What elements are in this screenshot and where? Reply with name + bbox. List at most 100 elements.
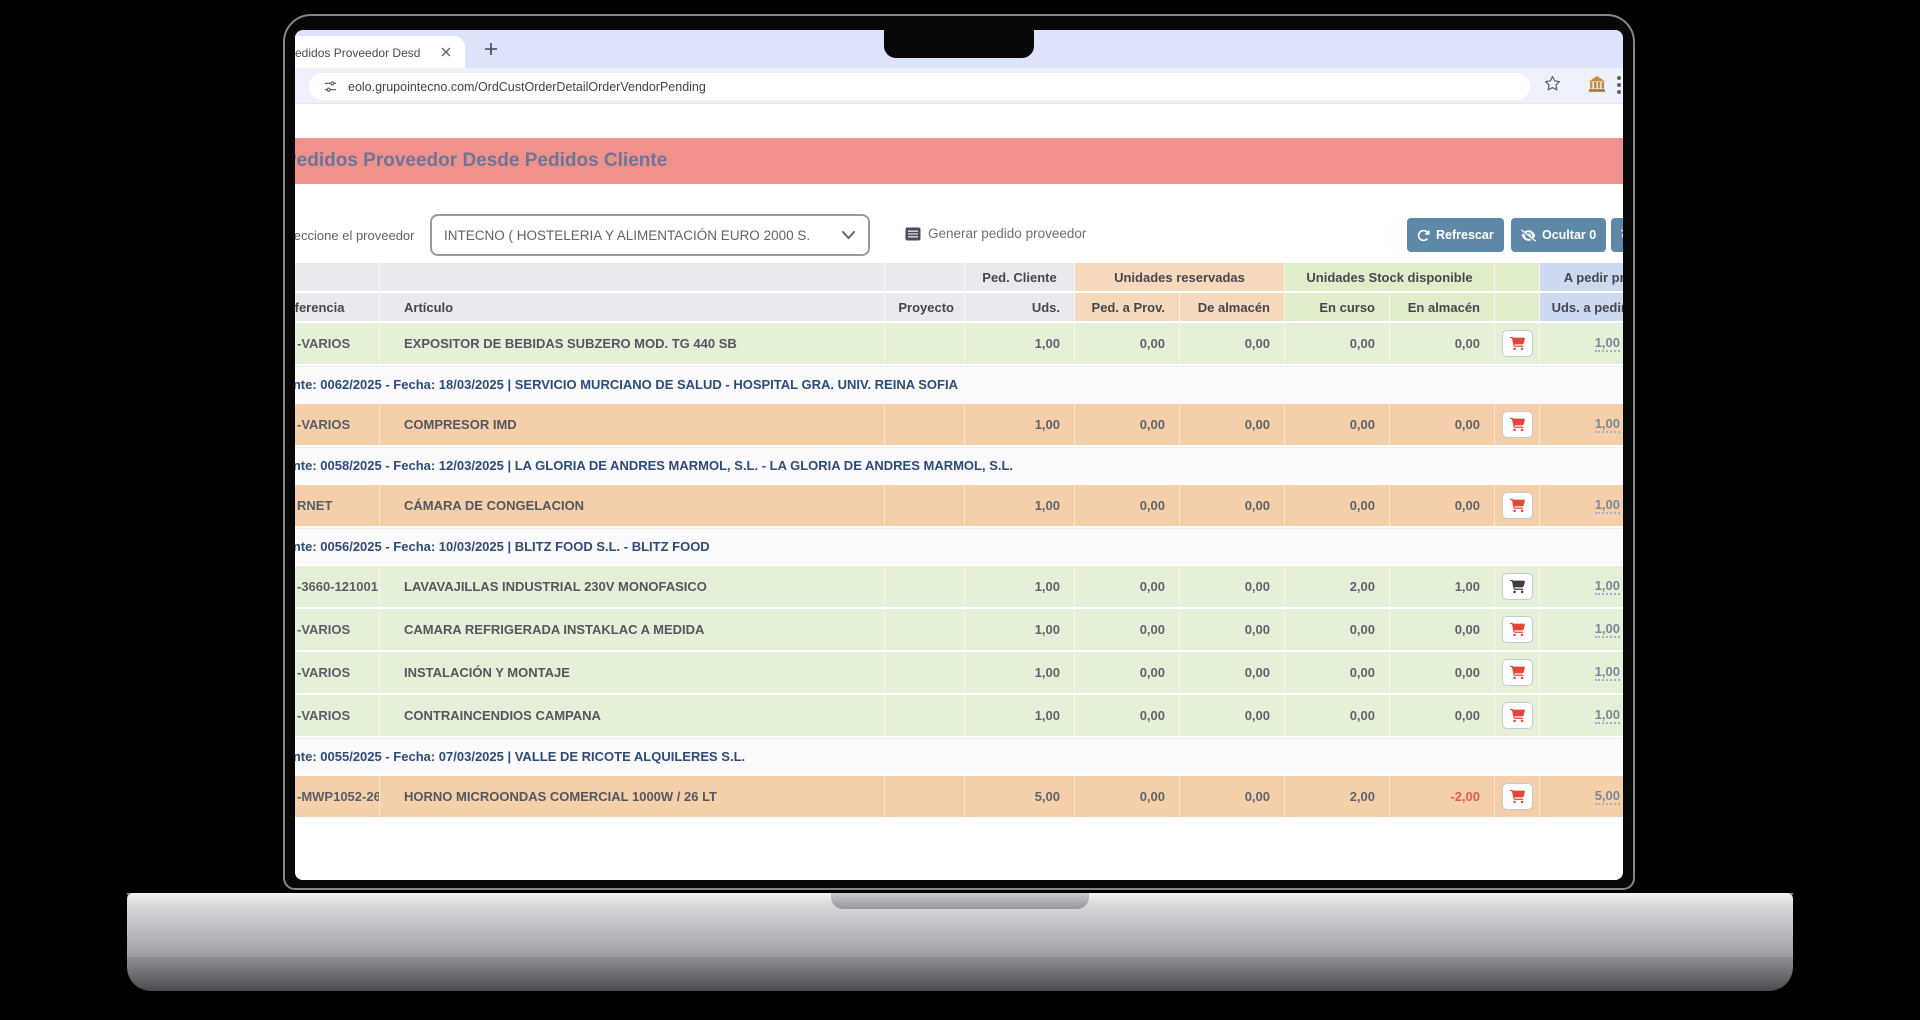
- refresh-icon: [1417, 229, 1430, 242]
- cell-proyecto: [885, 776, 965, 817]
- extension-bank-icon[interactable]: [1587, 75, 1607, 93]
- cart-icon: [1510, 579, 1525, 594]
- add-to-cart-button[interactable]: [1501, 659, 1533, 686]
- cell-uds: 1,00: [965, 485, 1075, 526]
- cell-en-curso: 2,00: [1285, 566, 1390, 607]
- cell-en-almacen: 0,00: [1390, 485, 1495, 526]
- add-to-cart-button[interactable]: [1501, 616, 1533, 643]
- order-group-caption: Cliente: 0062/2025 - Fecha: 18/03/2025 |…: [295, 377, 958, 392]
- order-group-caption: Cliente: 0055/2025 - Fecha: 07/03/2025 |…: [295, 749, 746, 764]
- group-header-a-pedir: A pedir proveedor: [1540, 263, 1623, 291]
- browser-menu-icon[interactable]: [1617, 76, 1621, 94]
- browser-toolbar: eolo.grupointecno.com/OrdCustOrderDetail…: [295, 68, 1623, 104]
- table-column-header-row: Referencia Artículo Proyecto Uds. Ped. a…: [295, 293, 1623, 323]
- hide-zero-button[interactable]: Ocultar 0: [1511, 218, 1607, 252]
- cell-uds-a-pedir: 1,00: [1540, 652, 1623, 693]
- uds-a-pedir-value[interactable]: 1,00: [1594, 621, 1620, 639]
- col-header-de-almacen: De almacén: [1180, 293, 1285, 321]
- cell-articulo: CAMARA REFRIGERADA INSTAKLAC A MEDIDA: [380, 609, 885, 650]
- url-text[interactable]: eolo.grupointecno.com/OrdCustOrderDetail…: [348, 79, 706, 94]
- col-header-en-curso: En curso: [1285, 293, 1390, 321]
- tune-icon[interactable]: [323, 79, 338, 94]
- cell-referencia: -VARIOS: [295, 404, 380, 445]
- form-list-icon: [905, 227, 921, 240]
- table-row: -3660-121001 LAVAVAJILLAS INDUSTRIAL 230…: [295, 566, 1623, 609]
- provider-selected-value: INTECNO ( HOSTELERIA Y ALIMENTACIÓN EURO…: [444, 227, 811, 243]
- cell-uds-a-pedir: 1,00: [1540, 485, 1623, 526]
- cart-icon: [1510, 665, 1525, 680]
- cell-uds: 1,00: [965, 323, 1075, 364]
- cell-en-curso: 0,00: [1285, 323, 1390, 364]
- uds-a-pedir-value[interactable]: 1,00: [1594, 497, 1620, 515]
- uds-a-pedir-value[interactable]: 5,00: [1594, 788, 1620, 806]
- add-to-cart-button[interactable]: [1501, 783, 1533, 810]
- cell-proyecto: [885, 404, 965, 445]
- cell-de-almacen: 0,00: [1180, 695, 1285, 736]
- uds-a-pedir-value[interactable]: 1,00: [1594, 335, 1620, 353]
- cart-icon: [1510, 336, 1525, 351]
- group-header-unidades-reservadas: Unidades reservadas: [1075, 263, 1285, 291]
- order-group-row: Cliente: 0058/2025 - Fecha: 12/03/2025 |…: [295, 447, 1623, 485]
- laptop-screen: Pedidos Proveedor Desd eolo.grupointecno…: [295, 30, 1623, 880]
- cell-de-almacen: 0,00: [1180, 776, 1285, 817]
- cell-articulo: HORNO MICROONDAS COMERCIAL 1000W / 26 LT: [380, 776, 885, 817]
- cell-uds: 1,00: [965, 404, 1075, 445]
- order-group-row: Cliente: 0055/2025 - Fecha: 07/03/2025 |…: [295, 738, 1623, 776]
- table-row: -VARIOS INSTALACIÓN Y MONTAJE 1,00 0,00 …: [295, 652, 1623, 695]
- tab-close-icon[interactable]: [440, 46, 452, 58]
- cell-cart: [1495, 323, 1540, 364]
- uds-a-pedir-value[interactable]: 1,00: [1594, 578, 1620, 596]
- new-tab-icon[interactable]: [483, 41, 499, 57]
- cell-uds: 1,00: [965, 652, 1075, 693]
- cell-articulo: INSTALACIÓN Y MONTAJE: [380, 652, 885, 693]
- col-header-uds-a-pedir: Uds. a pedir: [1540, 293, 1623, 321]
- add-to-cart-button[interactable]: [1501, 702, 1533, 729]
- col-header-uds: Uds.: [965, 293, 1075, 321]
- cell-uds-a-pedir: 1,00: [1540, 609, 1623, 650]
- cell-en-almacen: 0,00: [1390, 323, 1495, 364]
- cell-proyecto: [885, 323, 965, 364]
- uds-a-pedir-value[interactable]: 1,00: [1594, 707, 1620, 725]
- cell-cart: [1495, 485, 1540, 526]
- cell-referencia: -MWP1052-26E: [295, 776, 380, 817]
- cell-ped-a-prov: 0,00: [1075, 485, 1180, 526]
- cell-de-almacen: 0,00: [1180, 609, 1285, 650]
- cell-uds: 1,00: [965, 695, 1075, 736]
- table-row: -VARIOS EXPOSITOR DE BEBIDAS SUBZERO MOD…: [295, 323, 1623, 366]
- refresh-button[interactable]: Refrescar: [1407, 218, 1504, 252]
- uds-a-pedir-value[interactable]: 1,00: [1594, 664, 1620, 682]
- group-header-stock-disponible: Unidades Stock disponible: [1285, 263, 1495, 291]
- address-bar[interactable]: eolo.grupointecno.com/OrdCustOrderDetail…: [309, 73, 1530, 100]
- eye-slash-icon: [1521, 229, 1536, 242]
- cell-en-almacen: 0,00: [1390, 695, 1495, 736]
- order-group-row: Cliente: 0056/2025 - Fecha: 10/03/2025 |…: [295, 528, 1623, 566]
- cell-articulo: COMPRESOR IMD: [380, 404, 885, 445]
- cell-cart: [1495, 695, 1540, 736]
- col-header-ped-a-prov: Ped. a Prov.: [1075, 293, 1180, 321]
- cell-de-almacen: 0,00: [1180, 652, 1285, 693]
- cell-uds-a-pedir: 1,00: [1540, 566, 1623, 607]
- uds-a-pedir-value[interactable]: 1,00: [1594, 416, 1620, 434]
- laptop-lid-grip: [831, 893, 1089, 909]
- tab-title: Pedidos Proveedor Desd: [295, 46, 421, 60]
- cell-en-almacen: -2,00: [1390, 776, 1495, 817]
- cell-cart: [1495, 566, 1540, 607]
- hide-secondary-button[interactable]: [1611, 218, 1623, 252]
- cell-uds-a-pedir: 1,00: [1540, 323, 1623, 364]
- bookmark-star-icon[interactable]: [1543, 74, 1562, 93]
- table-row: -VARIOS CONTRAINCENDIOS CAMPANA 1,00 0,0…: [295, 695, 1623, 738]
- cell-cart: [1495, 609, 1540, 650]
- generate-vendor-order-control[interactable]: Generar pedido proveedor: [905, 226, 1086, 241]
- add-to-cart-button[interactable]: [1501, 492, 1533, 519]
- order-group-caption: Cliente: 0058/2025 - Fecha: 12/03/2025 |…: [295, 458, 1014, 473]
- cell-uds-a-pedir: 5,00: [1540, 776, 1623, 817]
- provider-select[interactable]: INTECNO ( HOSTELERIA Y ALIMENTACIÓN EURO…: [430, 214, 870, 256]
- add-to-cart-button[interactable]: [1501, 330, 1533, 357]
- cart-icon: [1510, 708, 1525, 723]
- add-to-cart-button[interactable]: [1501, 573, 1533, 600]
- cart-icon: [1510, 622, 1525, 637]
- cell-ped-a-prov: 0,00: [1075, 323, 1180, 364]
- add-to-cart-button[interactable]: [1501, 411, 1533, 438]
- browser-tab[interactable]: Pedidos Proveedor Desd: [295, 36, 465, 68]
- cell-referencia: -VARIOS: [295, 652, 380, 693]
